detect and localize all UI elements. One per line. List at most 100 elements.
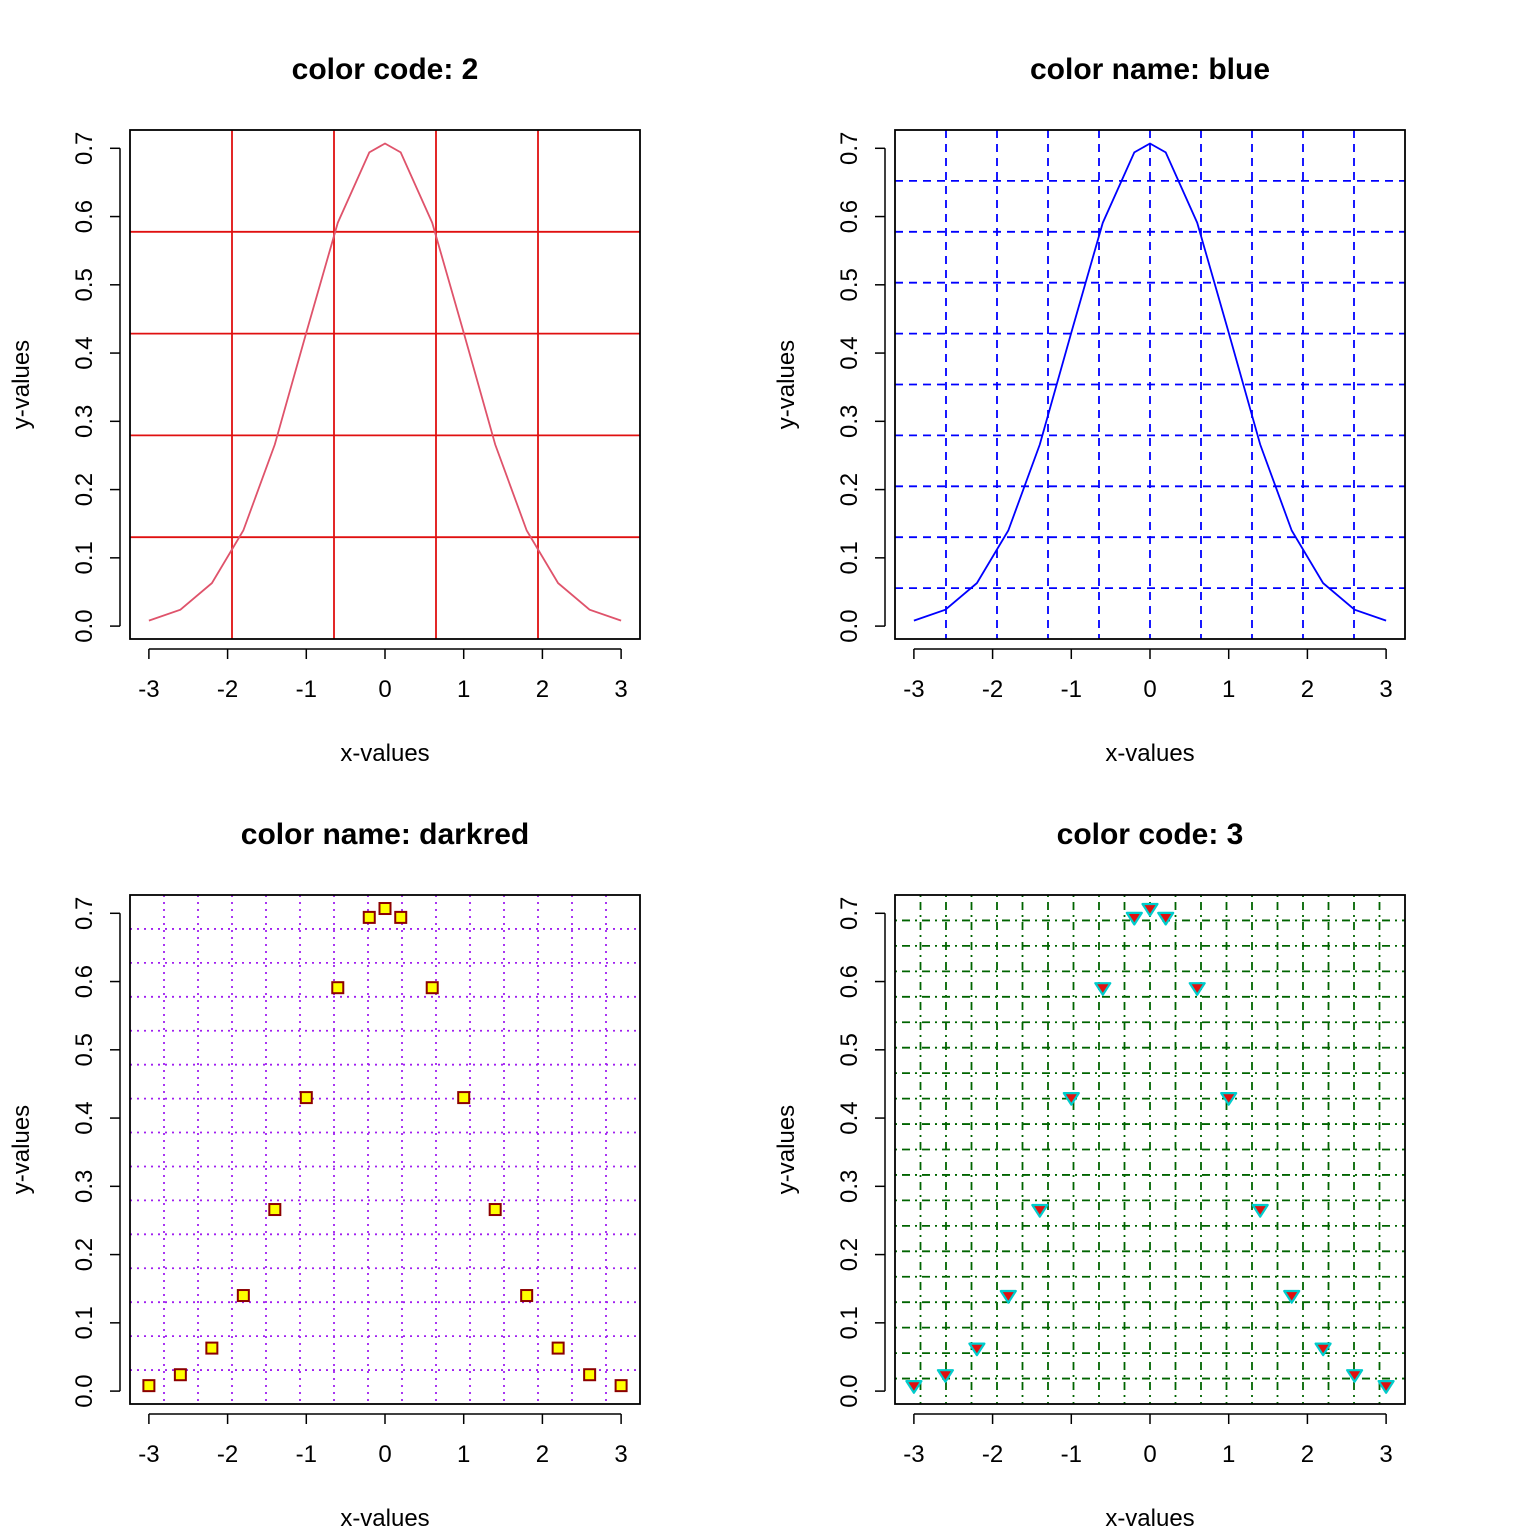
series-line xyxy=(148,142,622,622)
x-tick-label: -1 xyxy=(1061,676,1082,703)
data-point xyxy=(378,902,392,916)
x-tick-label: 0 xyxy=(1143,1441,1156,1468)
data-point xyxy=(999,1289,1017,1304)
y-tick-label: 0.4 xyxy=(836,1101,863,1134)
x-axis: -3 -2 -1 0 1 2 3 xyxy=(138,648,628,703)
x-tick-label: 1 xyxy=(1222,1441,1235,1468)
y-axis-label: y-values xyxy=(8,1105,35,1194)
y-tick-label: 0.4 xyxy=(836,336,863,369)
y-axis: 0.0 0.1 0.2 0.3 0.4 0.5 0.6 0.7 xyxy=(71,132,121,643)
x-axis-label: x-values xyxy=(340,1505,429,1532)
x-tick-label: -3 xyxy=(138,1441,159,1468)
y-tick-label: 0.1 xyxy=(836,1306,863,1339)
data-point xyxy=(1377,1379,1395,1394)
y-tick-label: 0.2 xyxy=(836,1238,863,1271)
chart-title: color code: 3 xyxy=(1057,818,1244,851)
y-tick-label: 0.3 xyxy=(836,405,863,438)
data-point xyxy=(1283,1289,1301,1304)
panel-4: -3 -2 -1 0 1 2 3 0.0 0.1 0.2 0.3 0.4 0.5 0.6 0.7 color … xyxy=(773,818,1406,1532)
chart-title: color name: darkred xyxy=(241,818,529,851)
x-tick-label: 2 xyxy=(1301,1441,1314,1468)
y-tick-label: 0.2 xyxy=(836,473,863,506)
data-point xyxy=(425,981,439,995)
x-tick-label: -1 xyxy=(296,1441,317,1468)
y-tick-label: 0.6 xyxy=(836,200,863,233)
x-tick-label: 0 xyxy=(378,1441,391,1468)
y-tick-label: 0.7 xyxy=(836,897,863,930)
x-tick-label: 2 xyxy=(536,1441,549,1468)
data-point xyxy=(968,1342,986,1357)
x-tick-label: -3 xyxy=(138,676,159,703)
x-tick-label: 0 xyxy=(378,676,391,703)
y-axis-label: y-values xyxy=(773,340,800,429)
x-tick-label: 2 xyxy=(536,676,549,703)
x-axis-label: x-values xyxy=(340,740,429,767)
x-tick-label: -2 xyxy=(217,676,238,703)
x-tick-label: -3 xyxy=(903,676,924,703)
panel-1: -3 -2 -1 0 1 2 3 0.0 0.1 0.2 0.3 0.4 0.5 0.6 0.7 color … xyxy=(8,53,641,767)
plot-frame xyxy=(129,129,641,640)
y-tick-label: 0.4 xyxy=(71,336,98,369)
x-tick-label: 3 xyxy=(614,676,627,703)
data-point xyxy=(331,981,345,995)
y-tick-label: 0.7 xyxy=(71,132,98,165)
data-point xyxy=(362,910,376,924)
y-tick-label: 0.5 xyxy=(71,1033,98,1066)
x-tick-label: -3 xyxy=(903,1441,924,1468)
y-tick-label: 0.6 xyxy=(71,200,98,233)
plot-frame xyxy=(129,894,641,1405)
x-tick-label: 2 xyxy=(1301,676,1314,703)
y-axis: 0.0 0.1 0.2 0.3 0.4 0.5 0.6 0.7 xyxy=(836,132,886,643)
data-point xyxy=(1062,1091,1080,1106)
data-point xyxy=(268,1203,282,1217)
y-tick-label: 0.0 xyxy=(836,1374,863,1407)
data-point xyxy=(583,1368,597,1382)
data-point xyxy=(1345,1369,1364,1383)
grid xyxy=(130,895,640,1404)
data-point xyxy=(1141,902,1159,917)
y-tick-label: 0.5 xyxy=(836,268,863,301)
x-axis: -3 -2 -1 0 1 2 3 xyxy=(138,1413,628,1468)
y-tick-label: 0.2 xyxy=(71,1238,98,1271)
y-tick-label: 0.6 xyxy=(71,965,98,998)
y-axis: 0.0 0.1 0.2 0.3 0.4 0.5 0.6 0.7 xyxy=(836,897,886,1408)
y-tick-label: 0.6 xyxy=(836,965,863,998)
y-tick-label: 0.7 xyxy=(836,132,863,165)
x-axis: -3 -2 -1 0 1 2 3 xyxy=(903,1413,1393,1468)
y-tick-label: 0.5 xyxy=(71,268,98,301)
data-point xyxy=(551,1341,565,1355)
data-point xyxy=(394,910,408,924)
y-axis-label: y-values xyxy=(8,340,35,429)
data-point xyxy=(142,1379,156,1393)
data-point xyxy=(1314,1342,1332,1357)
y-axis: 0.0 0.1 0.2 0.3 0.4 0.5 0.6 0.7 xyxy=(71,897,121,1408)
data-point xyxy=(205,1341,219,1355)
plot-frame xyxy=(894,129,1406,640)
grid xyxy=(895,895,1405,1404)
x-axis: -3 -2 -1 0 1 2 3 xyxy=(903,648,1393,703)
x-axis-label: x-values xyxy=(1105,1505,1194,1532)
data-point xyxy=(236,1289,250,1303)
x-tick-label: -1 xyxy=(1061,1441,1082,1468)
plot-frame xyxy=(894,894,1406,1405)
data-point xyxy=(173,1368,187,1382)
y-tick-label: 0.4 xyxy=(71,1101,98,1134)
grid xyxy=(895,130,1405,639)
data-point xyxy=(1094,982,1112,996)
x-tick-label: 3 xyxy=(614,1441,627,1468)
y-tick-label: 0.1 xyxy=(836,541,863,574)
data-point xyxy=(1251,1203,1269,1218)
x-tick-label: 1 xyxy=(1222,676,1235,703)
data-point xyxy=(1188,982,1206,996)
data-point xyxy=(1125,911,1143,926)
data-point xyxy=(457,1091,471,1105)
y-tick-label: 0.7 xyxy=(71,897,98,930)
series-line xyxy=(913,142,1387,622)
data-point xyxy=(936,1369,955,1383)
x-tick-label: 1 xyxy=(457,676,470,703)
data-point xyxy=(520,1289,534,1303)
y-tick-label: 0.0 xyxy=(71,609,98,642)
data-point xyxy=(488,1203,502,1217)
x-tick-label: 1 xyxy=(457,1441,470,1468)
